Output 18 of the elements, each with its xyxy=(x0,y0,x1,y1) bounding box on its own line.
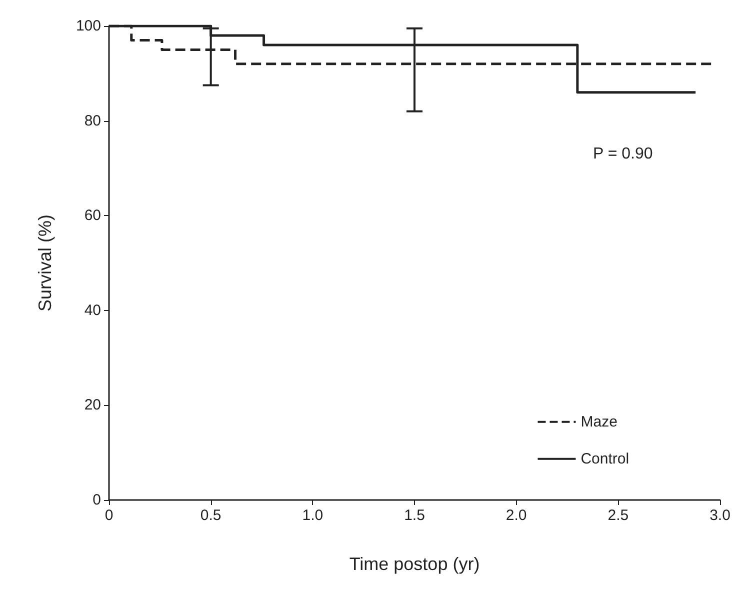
x-axis-title: Time postop (yr) xyxy=(349,554,480,574)
y-tick-label: 80 xyxy=(84,112,101,130)
x-tick-label: 3.0 xyxy=(710,507,730,524)
y-tick-label: 0 xyxy=(92,492,101,508)
x-tick-label: 1.0 xyxy=(302,507,324,524)
y-axis-title: Survival (%) xyxy=(35,214,55,312)
x-tick-label: 0.5 xyxy=(200,507,222,524)
y-tick-label: 60 xyxy=(84,207,101,224)
annotation: P = 0.90 xyxy=(593,146,653,162)
y-tick-label: 40 xyxy=(84,302,101,319)
x-tick-label: 2.0 xyxy=(506,507,527,524)
x-tick-label: 1.5 xyxy=(404,507,425,524)
legend-label: Control xyxy=(580,450,630,468)
y-tick-label: 100 xyxy=(76,18,101,34)
y-tick-label: 20 xyxy=(84,396,101,414)
legend-label: Maze xyxy=(580,413,618,430)
x-tick-label: 2.5 xyxy=(608,507,629,524)
x-tick-label: 0 xyxy=(104,507,114,524)
